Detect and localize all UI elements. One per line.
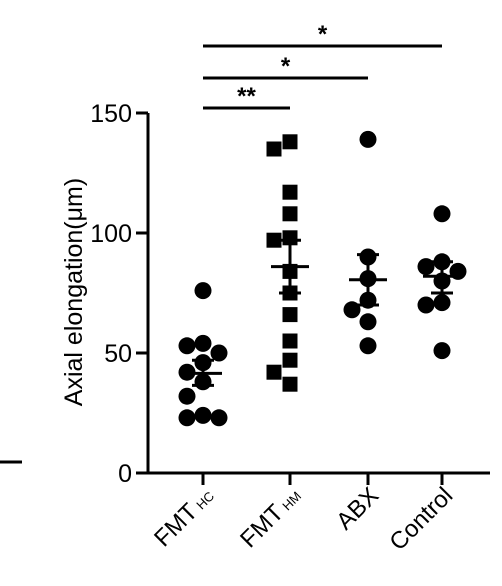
data-point	[266, 141, 282, 157]
x-tick-label-main: ABX	[331, 482, 384, 535]
data-point	[178, 387, 196, 405]
data-point	[282, 184, 298, 200]
data-point	[359, 313, 377, 331]
data-point	[417, 296, 435, 314]
data-point	[433, 205, 451, 223]
data-point	[282, 134, 298, 150]
data-point	[433, 342, 451, 360]
y-tick-label: 0	[118, 460, 132, 488]
significance-label: **	[237, 83, 256, 110]
x-tick-label-subscript: HC	[193, 489, 217, 513]
data-point	[417, 258, 435, 276]
data-marks	[178, 130, 467, 427]
data-point	[210, 344, 228, 362]
significance-label: *	[318, 21, 328, 48]
data-point	[282, 376, 298, 392]
x-tick-label: FMTHC	[149, 482, 219, 552]
data-point	[282, 352, 298, 368]
data-point	[194, 282, 212, 300]
x-tick-label-main: FMT	[235, 499, 289, 553]
y-tick-label: 150	[90, 100, 132, 128]
data-point	[433, 294, 451, 312]
y-axis-label: Axial elongation(μm)	[60, 178, 88, 406]
data-point	[282, 206, 298, 222]
x-tick-label-main: FMT	[149, 498, 203, 552]
significance-label: *	[281, 53, 291, 80]
data-point	[282, 307, 298, 323]
data-point	[282, 333, 298, 349]
data-point	[194, 334, 212, 352]
x-tick-label-main: Control	[384, 482, 458, 556]
data-point	[343, 301, 361, 319]
y-tick-label: 100	[90, 220, 132, 248]
x-tick-label: ABX	[331, 482, 384, 535]
x-tick-label-subscript: HM	[279, 489, 304, 514]
data-point	[210, 409, 228, 427]
data-point	[266, 364, 282, 380]
x-tick-label: FMTHM	[235, 482, 306, 553]
data-point	[178, 409, 196, 427]
y-tick-label: 50	[104, 340, 132, 368]
x-tick-label: Control	[384, 482, 458, 556]
data-point	[178, 337, 196, 355]
significance-brackets: ****	[203, 21, 442, 110]
data-point	[194, 406, 212, 424]
data-point	[359, 337, 377, 355]
data-point	[266, 232, 282, 248]
data-point	[359, 130, 377, 148]
